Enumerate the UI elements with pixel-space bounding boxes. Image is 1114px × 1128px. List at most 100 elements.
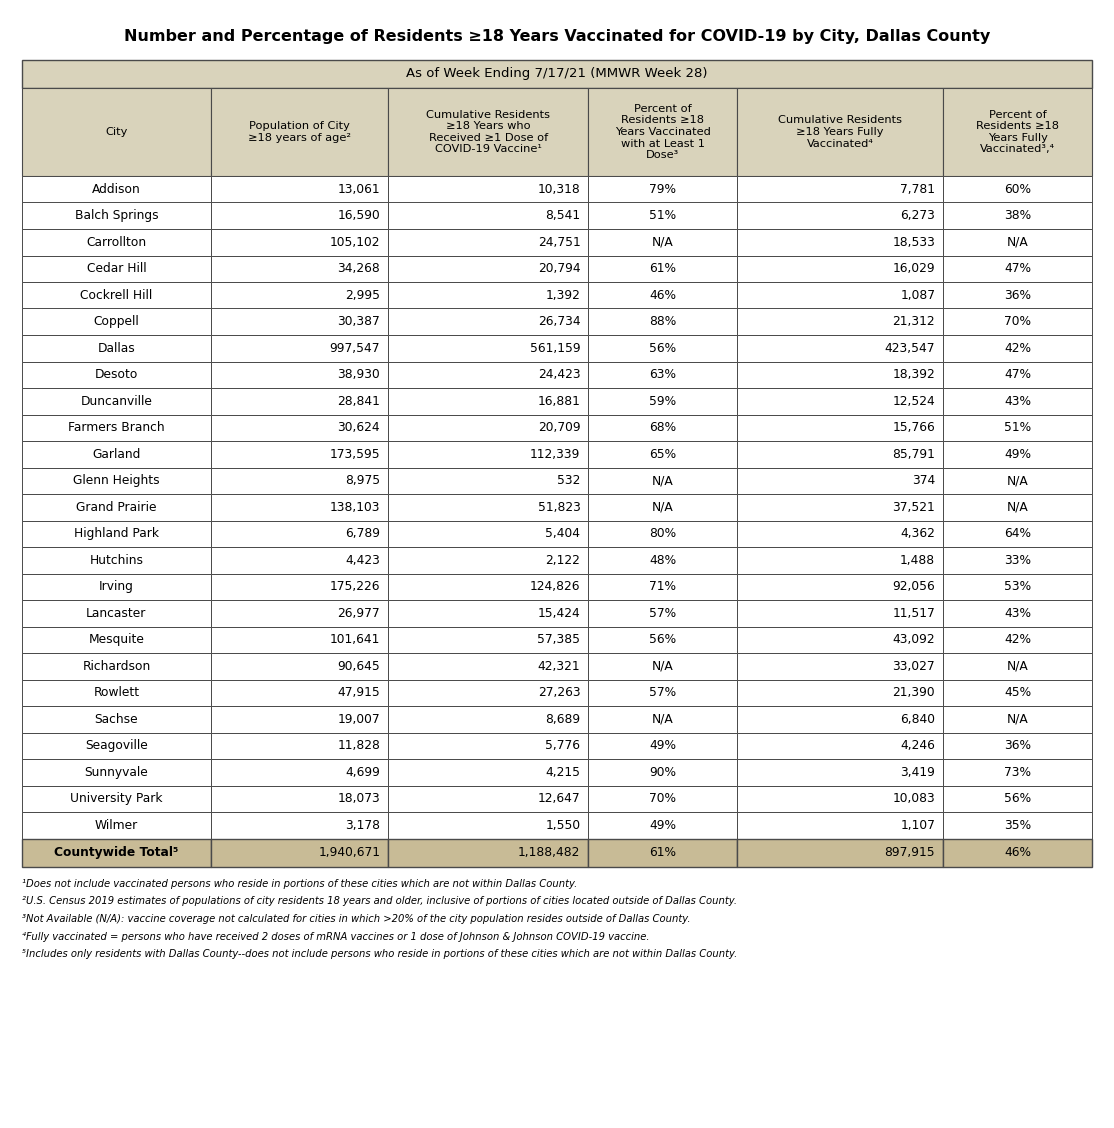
Bar <box>737 706 944 732</box>
Bar <box>22 626 211 653</box>
Bar <box>22 256 211 282</box>
Bar <box>737 520 944 547</box>
Bar <box>388 547 588 573</box>
Text: N/A: N/A <box>652 501 674 513</box>
Bar <box>944 838 1092 867</box>
Text: Dallas: Dallas <box>98 342 135 354</box>
Text: 3,419: 3,419 <box>900 766 936 778</box>
Text: Cumulative Residents
≥18 Years Fully
Vaccinated⁴: Cumulative Residents ≥18 Years Fully Vac… <box>779 115 902 149</box>
Bar <box>211 732 388 759</box>
Text: 20,794: 20,794 <box>538 262 580 275</box>
Bar <box>388 600 588 626</box>
Text: City: City <box>105 127 128 136</box>
Text: 3,178: 3,178 <box>345 819 380 831</box>
Bar <box>588 785 737 812</box>
Bar <box>22 176 211 203</box>
Bar <box>388 706 588 732</box>
Text: 47%: 47% <box>1004 368 1032 381</box>
Bar <box>737 388 944 414</box>
Bar <box>211 494 388 520</box>
Text: N/A: N/A <box>652 236 674 249</box>
Text: ²U.S. Census 2019 estimates of populations of city residents 18 years and older,: ²U.S. Census 2019 estimates of populatio… <box>22 897 737 907</box>
Bar <box>588 626 737 653</box>
Text: ⁴Fully vaccinated = persons who have received 2 doses of mRNA vaccines or 1 dose: ⁴Fully vaccinated = persons who have rec… <box>22 932 649 942</box>
Text: Carrollton: Carrollton <box>87 236 146 249</box>
Bar <box>944 256 1092 282</box>
Bar <box>737 441 944 467</box>
Bar <box>388 626 588 653</box>
Text: Cockrell Hill: Cockrell Hill <box>80 289 153 302</box>
Bar <box>944 308 1092 335</box>
Text: University Park: University Park <box>70 792 163 805</box>
Text: 897,915: 897,915 <box>885 846 936 860</box>
Text: ³Not Available (N/A): vaccine coverage not calculated for cities in which >20% o: ³Not Available (N/A): vaccine coverage n… <box>22 914 691 924</box>
Bar <box>737 812 944 838</box>
Bar <box>22 732 211 759</box>
Text: 16,029: 16,029 <box>892 262 936 275</box>
Bar <box>388 759 588 785</box>
Text: 7,781: 7,781 <box>900 183 936 196</box>
Bar <box>388 838 588 867</box>
Bar <box>211 759 388 785</box>
Bar <box>588 706 737 732</box>
Bar <box>22 785 211 812</box>
Bar <box>22 494 211 520</box>
Bar <box>22 547 211 573</box>
Bar <box>211 573 388 600</box>
Text: Percent of
Residents ≥18
Years Vaccinated
with at Least 1
Dose³: Percent of Residents ≥18 Years Vaccinate… <box>615 104 711 160</box>
Text: 56%: 56% <box>649 633 676 646</box>
Bar <box>22 706 211 732</box>
Bar <box>737 547 944 573</box>
Text: 21,312: 21,312 <box>892 315 936 328</box>
Text: 21,390: 21,390 <box>892 686 936 699</box>
Text: 8,541: 8,541 <box>546 210 580 222</box>
Bar <box>737 573 944 600</box>
Text: 80%: 80% <box>649 527 676 540</box>
Bar <box>588 203 737 229</box>
Text: Rowlett: Rowlett <box>94 686 139 699</box>
Bar <box>22 203 211 229</box>
Text: 63%: 63% <box>649 368 676 381</box>
Bar <box>388 467 588 494</box>
Text: Duncanville: Duncanville <box>80 395 153 407</box>
Bar <box>588 600 737 626</box>
Text: 43%: 43% <box>1004 607 1032 619</box>
Text: 88%: 88% <box>649 315 676 328</box>
Bar <box>22 759 211 785</box>
Bar <box>22 308 211 335</box>
Bar <box>944 361 1092 388</box>
Bar <box>737 176 944 203</box>
Text: As of Week Ending 7/17/21 (MMWR Week 28): As of Week Ending 7/17/21 (MMWR Week 28) <box>407 68 707 80</box>
Bar <box>588 547 737 573</box>
Bar <box>22 467 211 494</box>
Text: 61%: 61% <box>649 846 676 860</box>
Bar <box>22 229 211 256</box>
Text: N/A: N/A <box>652 660 674 672</box>
Bar <box>737 335 944 361</box>
Bar <box>588 494 737 520</box>
Text: Cedar Hill: Cedar Hill <box>87 262 146 275</box>
Text: 61%: 61% <box>649 262 676 275</box>
Text: 56%: 56% <box>1004 792 1032 805</box>
Bar <box>737 203 944 229</box>
Bar <box>211 679 388 706</box>
Text: 71%: 71% <box>649 580 676 593</box>
Text: 15,766: 15,766 <box>892 421 936 434</box>
Bar <box>588 812 737 838</box>
Text: 92,056: 92,056 <box>892 580 936 593</box>
Text: Cumulative Residents
≥18 Years who
Received ≥1 Dose of
COVID-19 Vaccine¹: Cumulative Residents ≥18 Years who Recei… <box>427 109 550 155</box>
Text: Desoto: Desoto <box>95 368 138 381</box>
Bar <box>22 679 211 706</box>
Bar <box>388 256 588 282</box>
Bar <box>944 88 1092 176</box>
Bar <box>388 812 588 838</box>
Bar <box>737 282 944 308</box>
Text: 1,087: 1,087 <box>900 289 936 302</box>
Bar <box>944 732 1092 759</box>
Bar <box>211 335 388 361</box>
Text: 53%: 53% <box>1004 580 1032 593</box>
Text: 16,881: 16,881 <box>538 395 580 407</box>
Text: 175,226: 175,226 <box>330 580 380 593</box>
Text: Countywide Total⁵: Countywide Total⁵ <box>55 846 178 860</box>
Bar <box>588 308 737 335</box>
